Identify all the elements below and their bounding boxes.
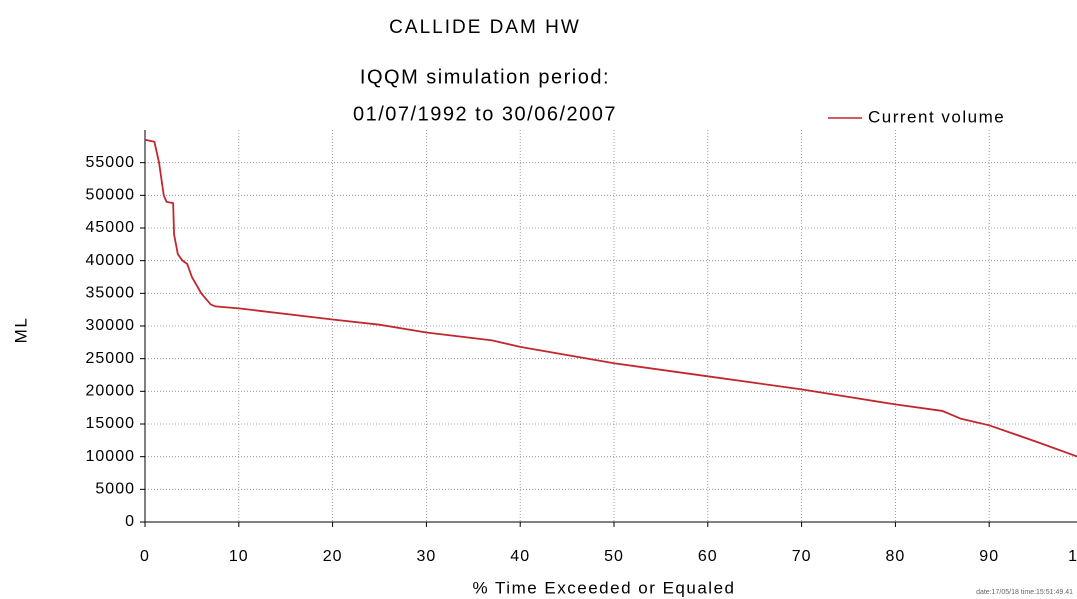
x-tick-label: 0 (140, 548, 150, 565)
x-tick-label: 30 (417, 548, 437, 565)
legend-label: Current volume (868, 107, 1005, 126)
timestamp: date:17/05/18 time:15:51:49.41 (976, 589, 1073, 596)
x-tick-label: 40 (510, 548, 530, 565)
x-tick-label: 90 (979, 548, 999, 565)
y-tick-label: 20000 (86, 383, 136, 400)
x-tick-label: 10 (229, 548, 249, 565)
y-tick-label: 5000 (95, 481, 135, 498)
y-tick-label: 35000 (86, 285, 136, 302)
y-tick-label: 15000 (86, 415, 136, 432)
chart-title: CALLIDE DAM HW (389, 17, 581, 38)
chart-subtitle: 01/07/1992 to 30/06/2007 (353, 103, 617, 125)
x-tick-label: 60 (698, 548, 718, 565)
x-tick-label: 80 (886, 548, 906, 565)
y-tick-label: 30000 (86, 317, 136, 334)
data-line (144, 138, 1077, 458)
y-tick-label: 55000 (86, 154, 136, 171)
y-tick-label: 50000 (86, 187, 136, 204)
x-tick-label: 100 (1068, 548, 1077, 565)
y-axis-label: ML (11, 317, 30, 344)
x-axis-label: % Time Exceeded or Equaled (473, 578, 736, 597)
x-tick-label: 50 (604, 548, 624, 565)
y-tick-label: 10000 (86, 448, 136, 465)
chart-subtitle: IQQM simulation period: (360, 66, 610, 88)
y-tick-label: 0 (125, 513, 135, 530)
x-tick-label: 20 (323, 548, 343, 565)
y-tick-label: 25000 (86, 350, 136, 367)
y-tick-label: 40000 (86, 252, 136, 269)
y-tick-label: 45000 (86, 219, 136, 236)
x-tick-label: 70 (792, 548, 812, 565)
